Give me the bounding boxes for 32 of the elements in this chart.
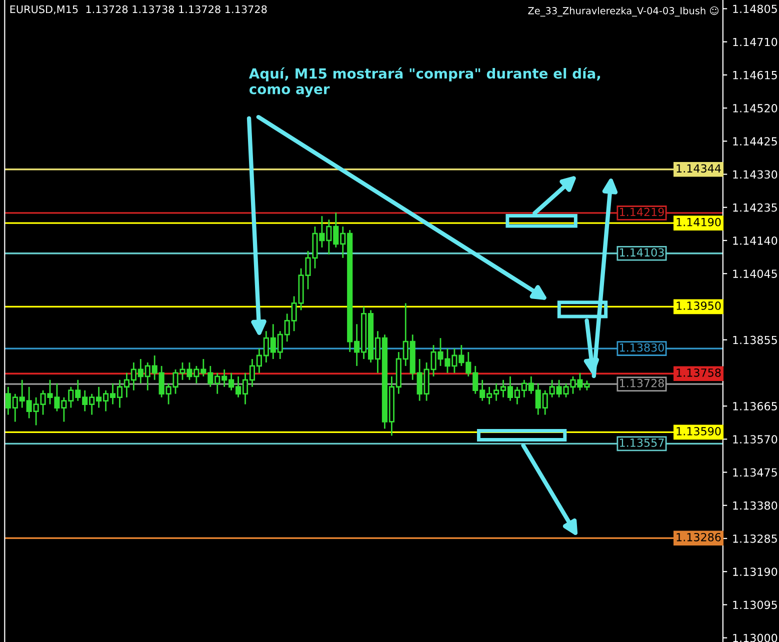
ref-line-label: 1.14219	[620, 208, 664, 216]
y-tick-label: 1.14235	[733, 203, 777, 212]
y-tick-label: 1.13855	[733, 336, 777, 344]
y-tick-label: 1.13570	[733, 435, 778, 444]
ref-line-label: 1.13557	[620, 438, 664, 447]
ref-line-label: 1.14190	[676, 218, 721, 226]
y-tick-label: 1.13665	[733, 402, 777, 410]
y-tick-label: 1.14045	[733, 270, 777, 278]
y-tick-label: 1.14805	[733, 4, 777, 14]
y-tick-label: 1.13285	[733, 534, 777, 543]
y-tick-label: 1.13190	[733, 568, 778, 576]
y-tick-label: 1.14425	[733, 137, 777, 146]
ref-line-label: 1.13758	[676, 368, 721, 377]
y-tick-label: 1.14615	[733, 70, 777, 80]
y-tick-label: 1.13380	[733, 501, 778, 510]
ref-line-label: 1.13590	[676, 427, 721, 436]
y-tick-label: 1.14140	[733, 236, 778, 245]
y-tick-label: 1.14520	[733, 104, 778, 112]
y-tick-label: 1.13095	[733, 600, 777, 610]
ref-line-label: 1.13728	[620, 378, 664, 388]
y-tick-label: 1.14710	[733, 38, 778, 46]
chart-title: EURUSD,M15 1.13728 1.13738 1.13728 1.13728	[10, 5, 267, 14]
ref-line-label: 1.14103	[620, 248, 664, 257]
ref-line-label: 1.13950	[676, 302, 721, 310]
annotation: Ze_33_Zhuravlerezka_V-04-03_Ibush ☺	[528, 6, 719, 17]
y-tick-label: 1.13000	[733, 634, 778, 642]
y-tick-label: 1.14330	[733, 170, 778, 179]
ref-line-label: 1.13286	[676, 532, 721, 542]
ref-line-label: 1.13830	[620, 343, 664, 352]
y-tick-label: 1.13475	[733, 468, 777, 477]
ref-line-label: 1.14344	[676, 164, 721, 173]
annotation: Aquí, M15 mostrará "compra" durante el día, como ayer	[248, 67, 600, 98]
